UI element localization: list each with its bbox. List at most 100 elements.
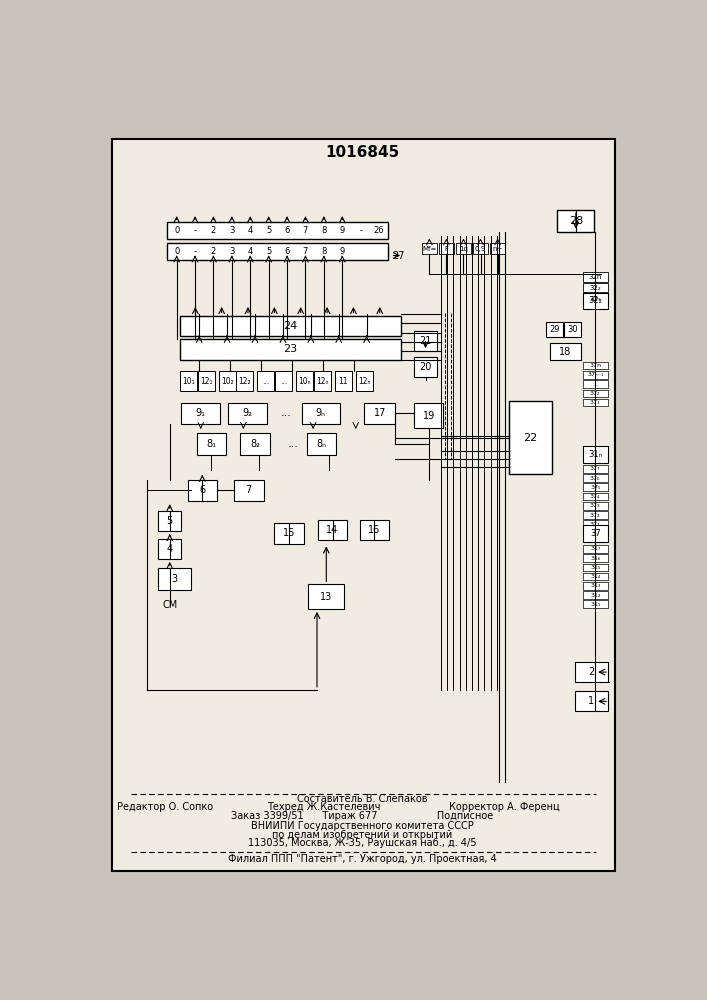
Bar [180, 371, 197, 391]
Bar [583, 573, 607, 580]
Text: 1: 1 [588, 696, 595, 706]
Text: 27: 27 [392, 251, 404, 261]
Text: ...: ... [281, 408, 291, 418]
Text: 1016845: 1016845 [325, 145, 399, 160]
Text: 8: 8 [321, 247, 327, 256]
Text: 31₂: 31₂ [590, 593, 600, 598]
Bar [583, 525, 607, 542]
Text: ...: ... [262, 377, 269, 386]
Bar [314, 371, 331, 391]
Bar [583, 591, 607, 599]
Text: 4: 4 [167, 544, 173, 554]
Text: 1q: 1q [459, 246, 468, 252]
Text: 37₁: 37₁ [590, 522, 600, 527]
Text: 37₃: 37₃ [590, 503, 600, 508]
Text: 31₃: 31₃ [590, 583, 600, 588]
Text: 5: 5 [266, 247, 271, 256]
Bar [182, 403, 220, 424]
Text: 19: 19 [423, 411, 435, 421]
Text: 23: 23 [284, 344, 298, 354]
Text: 12₁: 12₁ [200, 377, 212, 386]
Text: 5: 5 [167, 516, 173, 526]
Text: 37₇: 37₇ [590, 466, 600, 471]
Text: по делам изобретений и открытий: по делам изобретений и открытий [272, 830, 452, 840]
Text: 37₆: 37₆ [590, 476, 600, 481]
Text: Составитель В. Слепаков: Составитель В. Слепаков [297, 794, 428, 804]
Text: 32n: 32n [588, 274, 602, 280]
Bar [414, 357, 437, 377]
Text: 31₇: 31₇ [590, 546, 600, 551]
Bar [308, 584, 344, 609]
Bar [509, 401, 552, 474]
Text: 4: 4 [247, 247, 253, 256]
Bar [583, 380, 607, 388]
Text: 10₁: 10₁ [182, 377, 194, 386]
Bar [583, 545, 607, 553]
Text: n+: n+ [492, 246, 503, 252]
Text: 31₆: 31₆ [590, 556, 600, 561]
Text: 31ₙ: 31ₙ [588, 450, 602, 459]
Bar [317, 520, 347, 540]
Text: 14: 14 [327, 525, 339, 535]
Text: 8ₙ: 8ₙ [317, 439, 327, 449]
Text: 31₅: 31₅ [590, 565, 600, 570]
Text: 30: 30 [568, 325, 578, 334]
Bar [236, 371, 253, 391]
Bar [275, 371, 292, 391]
Text: 32₂: 32₂ [588, 296, 602, 305]
Bar [274, 523, 304, 544]
Bar [421, 243, 437, 254]
Text: 7: 7 [303, 226, 308, 235]
Bar [583, 502, 607, 510]
Text: 8₁: 8₁ [206, 439, 216, 449]
Bar [301, 403, 340, 424]
Text: 113035, Москва, Ж-35, Раушская наб., д. 4/5: 113035, Москва, Ж-35, Раушская наб., д. … [248, 838, 477, 848]
Bar [583, 493, 607, 500]
Text: 7: 7 [303, 247, 308, 256]
Text: ...: ... [592, 382, 598, 387]
Bar [307, 433, 337, 455]
Text: 2: 2 [211, 226, 216, 235]
Text: 10₂: 10₂ [221, 377, 233, 386]
Bar [583, 465, 607, 473]
Text: 37: 37 [590, 529, 601, 538]
Bar [583, 389, 607, 397]
Text: 7: 7 [245, 485, 252, 495]
Bar [218, 371, 235, 391]
Text: 29: 29 [549, 325, 559, 334]
Bar [473, 243, 489, 254]
Bar [583, 554, 607, 562]
Text: 4: 4 [247, 226, 253, 235]
Text: -: - [194, 247, 197, 256]
Bar [564, 322, 581, 337]
Text: 12ₙ: 12ₙ [358, 377, 370, 386]
Text: 32₂: 32₂ [590, 285, 601, 291]
Text: 5: 5 [266, 226, 271, 235]
Bar [197, 433, 226, 455]
Text: 22: 22 [523, 433, 537, 443]
Bar [583, 294, 607, 303]
Bar [583, 564, 607, 571]
Text: 6: 6 [284, 247, 290, 256]
Text: 0: 0 [174, 226, 180, 235]
Text: ...: ... [288, 439, 298, 449]
Bar [180, 339, 401, 360]
Text: Заказ 3399/51      Тираж 677                   Подписное: Заказ 3399/51 Тираж 677 Подписное [231, 811, 493, 821]
Text: 13: 13 [320, 592, 332, 602]
Bar [187, 480, 217, 501]
Bar [456, 243, 472, 254]
Bar [583, 272, 607, 282]
Text: 9: 9 [339, 247, 345, 256]
Text: 10ₙ: 10ₙ [298, 377, 311, 386]
Text: СМ: СМ [162, 600, 177, 610]
Bar [360, 520, 389, 540]
Text: 0,9: 0,9 [475, 246, 486, 252]
Text: 8₂: 8₂ [250, 439, 260, 449]
Text: 8: 8 [321, 226, 327, 235]
Bar [583, 582, 607, 590]
Text: 31₄: 31₄ [590, 574, 600, 579]
Text: 32₁: 32₁ [590, 296, 601, 302]
Bar [198, 371, 215, 391]
Text: 2: 2 [211, 247, 216, 256]
Text: 20: 20 [419, 362, 432, 372]
